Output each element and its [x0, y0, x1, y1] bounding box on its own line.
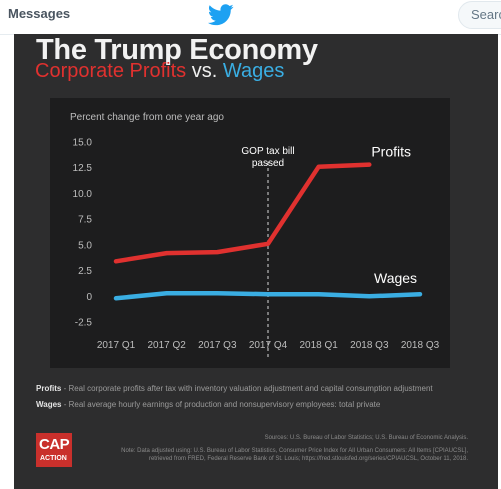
line-chart: Percent change from one year ago 15.0 12.5… [70, 112, 440, 360]
twitter-header: Messages Searc [0, 0, 501, 35]
definition-profits: Profits - Real corporate profits after t… [36, 384, 496, 393]
note-text: Note: Data adjusted using: U.S. Bureau o… [121, 448, 468, 462]
x-tick-label: 2017 Q4 [249, 340, 288, 351]
cap-action-logo: CAP ACTION [36, 433, 72, 467]
infographic-subtitle: Corporate Profits vs. Wages [35, 60, 284, 83]
search-input[interactable]: Searc [458, 1, 501, 29]
x-tick-label: 2017 Q2 [147, 340, 186, 351]
series-label-profits: Profits [371, 144, 411, 160]
y-tick-label: 12.5 [73, 163, 93, 174]
x-tick-label: 2018 Q1 [299, 340, 338, 351]
y-tick-label: 2.5 [78, 266, 92, 277]
x-tick-label: 2018 Q3 [401, 340, 440, 351]
infographic-image: The Trump Economy Corporate Profits vs. … [14, 34, 498, 489]
definition-text: - Real corporate profits after tax with … [61, 384, 433, 393]
x-tick-label: 2017 Q3 [198, 340, 237, 351]
y-axis-label: Percent change from one year ago [70, 112, 224, 123]
subtitle-wages: Wages [222, 60, 285, 82]
series-line-profits [113, 162, 372, 264]
y-tick-label: 0 [86, 292, 92, 303]
series-label-wages: Wages [374, 270, 417, 286]
annotation-label: passed [252, 158, 284, 169]
series-line-wages [113, 290, 423, 301]
y-tick-label: 10.0 [73, 189, 93, 200]
x-tick-label: 2017 Q1 [97, 340, 136, 351]
logo-text-action: ACTION [40, 455, 67, 462]
y-tick-label: 5.0 [78, 240, 92, 251]
search-placeholder: Searc [471, 7, 501, 22]
subtitle-profits: Corporate Profits [35, 60, 187, 82]
definition-text: - Real average hourly earnings of produc… [61, 400, 381, 409]
y-tick-label: 15.0 [73, 138, 93, 149]
logo-text-cap: CAP [39, 436, 70, 453]
definition-wages: Wages - Real average hourly earnings of … [36, 400, 496, 409]
x-tick-label: 2018 Q3 [350, 340, 389, 351]
sources-text: Sources: U.S. Bureau of Labor Statistics… [264, 435, 468, 441]
y-tick-label: -2.5 [75, 318, 93, 329]
y-tick-label: 7.5 [78, 215, 92, 226]
messages-link[interactable]: Messages [8, 6, 71, 21]
subtitle-vs: vs. [186, 60, 223, 82]
infographic-title: The Trump Economy [36, 34, 318, 66]
annotation-label: GOP tax bill [241, 146, 294, 157]
definition-term: Wages [36, 400, 62, 409]
definition-term: Profits [36, 384, 62, 393]
chart-panel: Percent change from one year ago 15.0 12.5… [50, 98, 450, 368]
twitter-bird-icon[interactable] [208, 4, 234, 26]
